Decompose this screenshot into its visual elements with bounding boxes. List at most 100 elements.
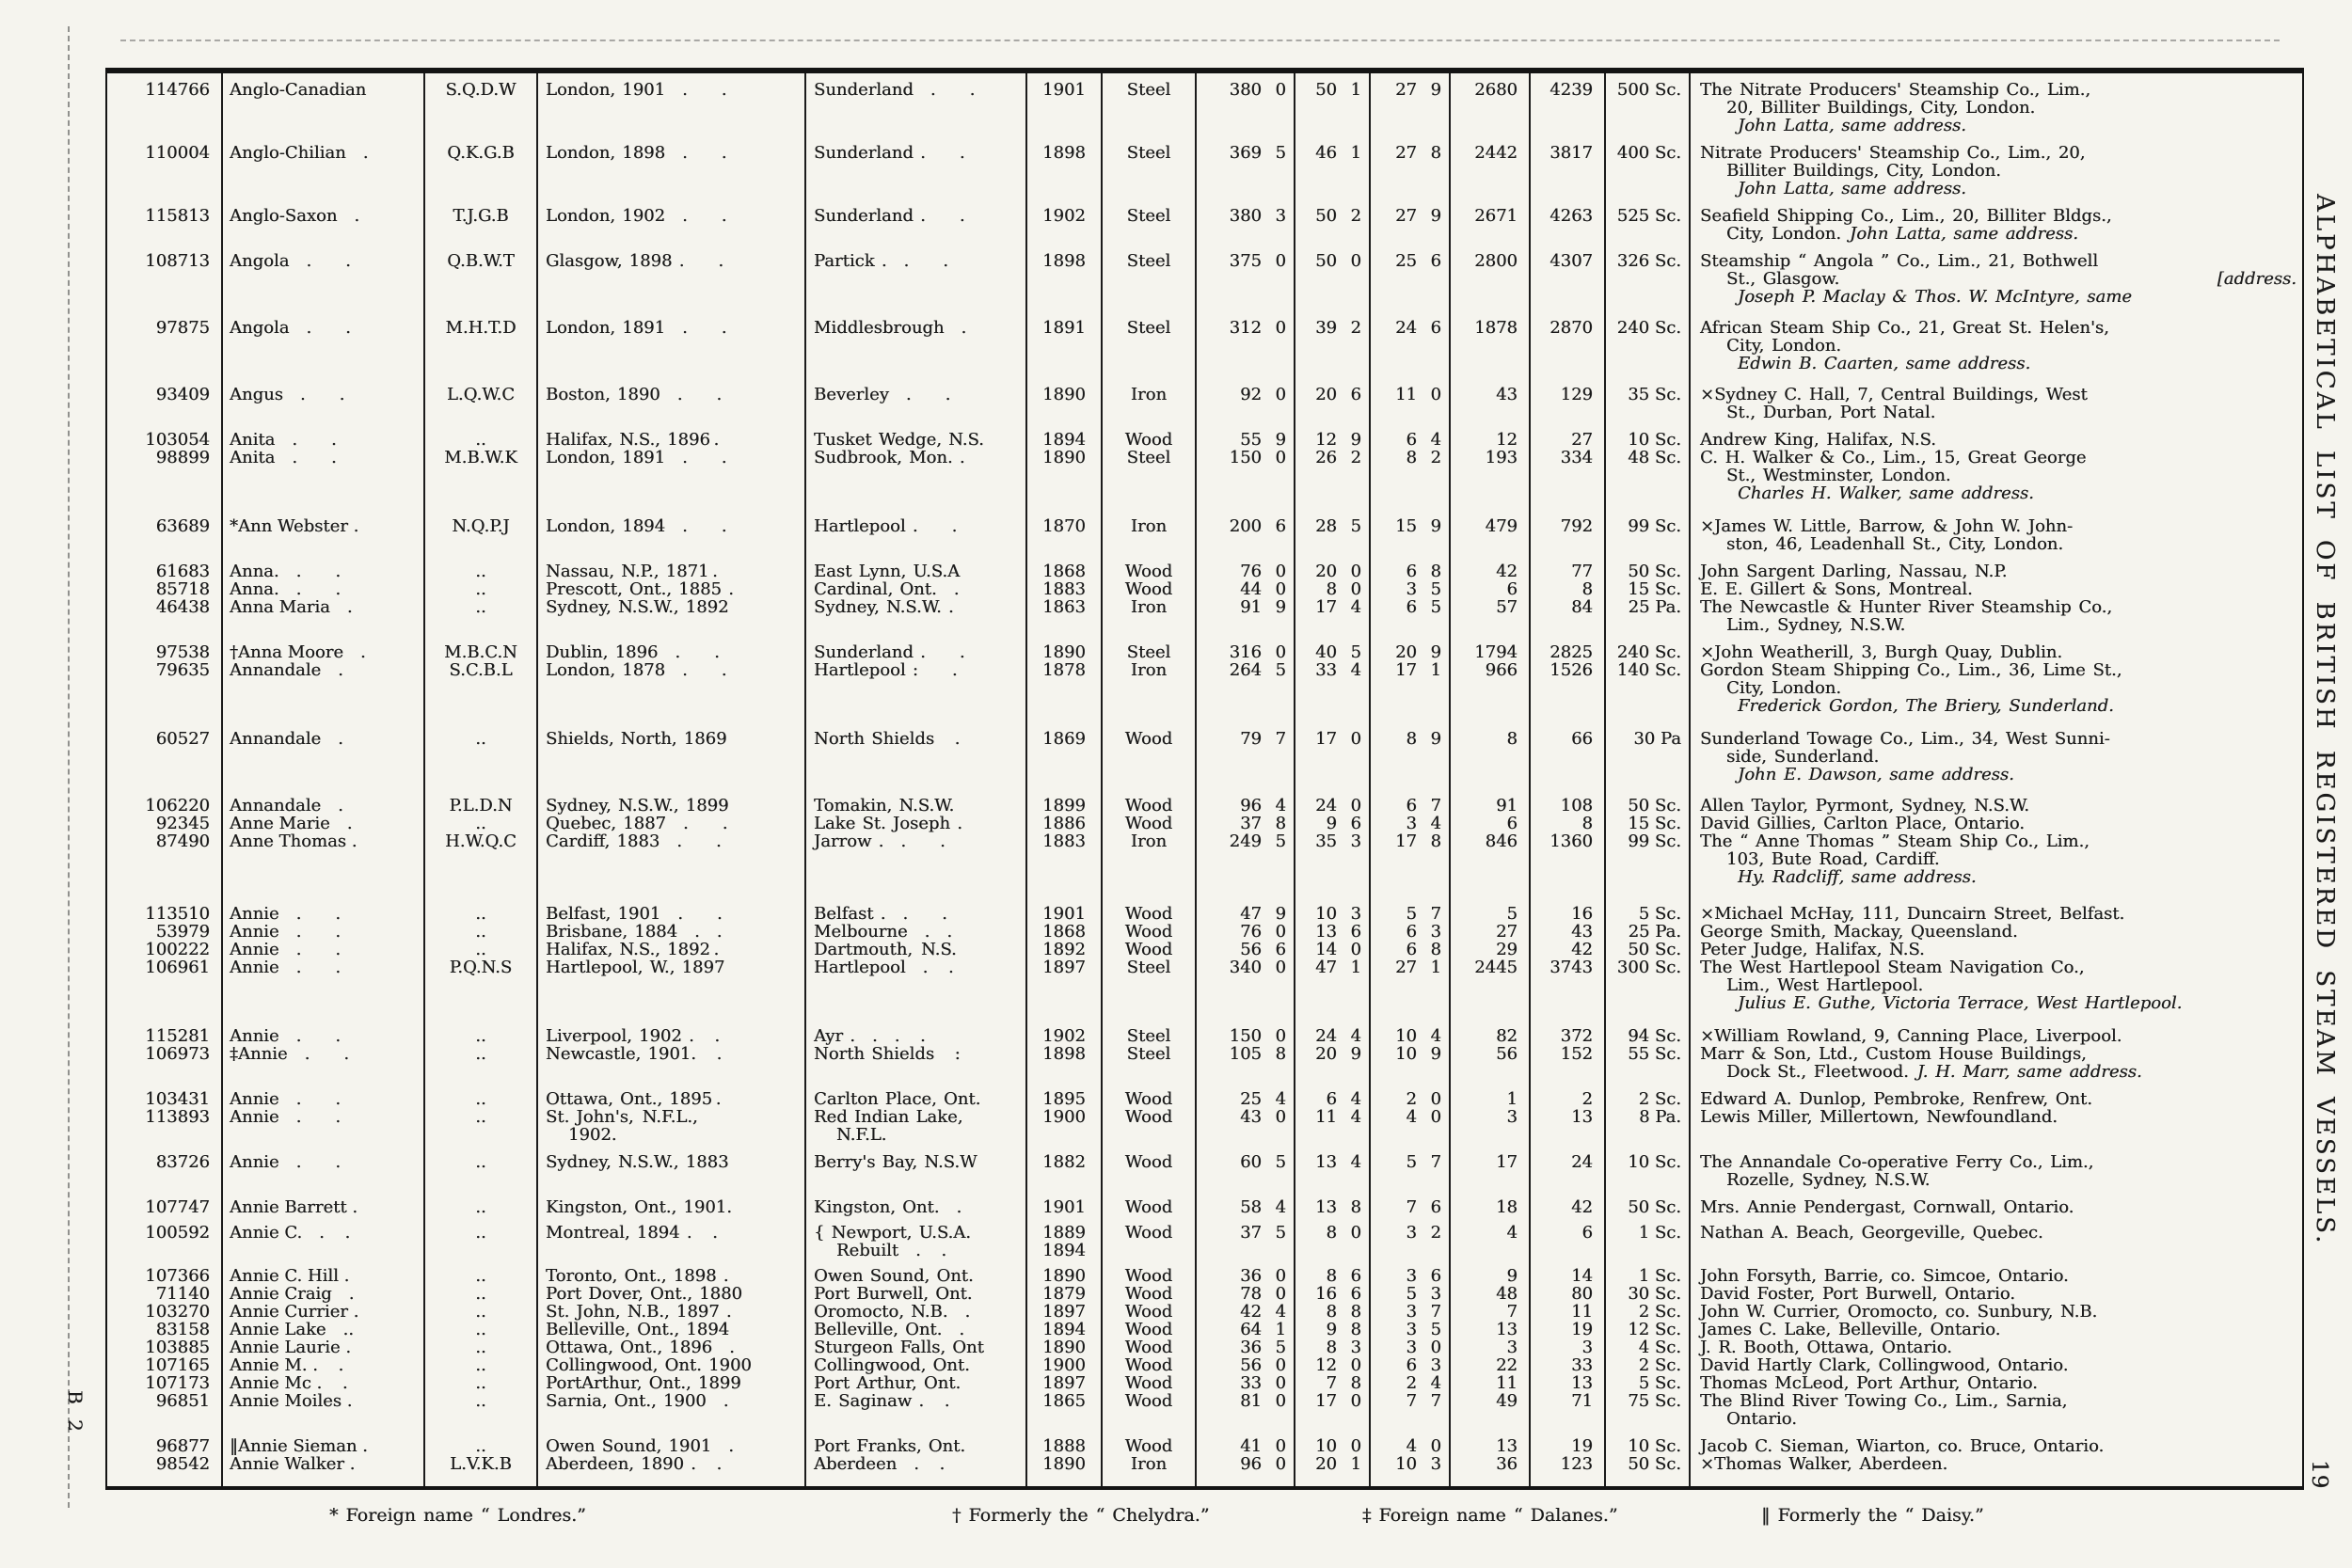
- breadth-cell: 20 0: [1294, 553, 1370, 580]
- gross-tonnage-cell: 372: [1529, 1012, 1605, 1045]
- built-place-cell: Cardinal, Ont. .: [804, 580, 1026, 598]
- owner-line: Billiter Buildings, City, London.: [1726, 161, 2001, 181]
- breadth-cell: 46 1: [1294, 135, 1370, 198]
- official-number-cell: 92345: [155, 814, 210, 833]
- breadth-cell: 17 4: [1294, 598, 1370, 634]
- breadth-cell: 10 0: [1294, 1428, 1370, 1455]
- length-cell: 375 0: [1195, 243, 1295, 306]
- material-cell: Steel: [1101, 1045, 1196, 1081]
- ship-name-cell: Annie . .: [221, 1081, 424, 1108]
- owner-line: John Latta, same address.: [1738, 179, 1966, 198]
- ship-name-cell: Annie Craig .: [221, 1285, 424, 1303]
- material-cell: Steel: [1101, 243, 1196, 306]
- breadth-cell: 12 0: [1294, 1356, 1370, 1374]
- owners-cell: ×Thomas Walker, Aberdeen.: [1689, 1454, 2303, 1488]
- length-cell: 96 0: [1195, 1455, 1295, 1488]
- built-place-cell: Sturgeon Falls, Ont: [804, 1338, 1026, 1356]
- material-cell: Steel: [1101, 306, 1196, 372]
- length-cell: 76 0: [1195, 923, 1295, 941]
- material-cell: Wood: [1101, 1108, 1196, 1144]
- built-place-cell: Hartlepool . .: [804, 958, 1026, 1012]
- official-number-cell: 53979: [155, 922, 210, 942]
- net-tonnage-cell: 1878: [1449, 306, 1530, 372]
- vessel-row: 92345 Anne Marie ... Quebec, 1887 . . Lake …: [106, 815, 2303, 832]
- registry-cell: Liverpool, 1902 . .: [536, 1012, 805, 1045]
- code-letters-cell: ..: [423, 1321, 537, 1338]
- owner-line: Julius E. Guthe, Victoria Terrace, West …: [1738, 993, 2183, 1013]
- net-tonnage-cell: 4: [1449, 1216, 1530, 1259]
- material-cell: Steel: [1101, 135, 1196, 198]
- built-year-cell: 1900: [1025, 1356, 1102, 1374]
- breadth-cell: 35 3: [1294, 832, 1370, 886]
- gross-tonnage-cell: 3: [1529, 1338, 1605, 1356]
- owners-cell: ×James W. Little, Barrow, & John W. John…: [1689, 502, 2303, 553]
- owner-line: Lim., Sydney, N.S.W.: [1726, 615, 1906, 635]
- official-number-cell: 83726: [155, 1152, 210, 1172]
- official-number-cell: 103054: [145, 430, 210, 450]
- ship-name-cell: †Anna Moore .: [221, 634, 424, 661]
- material-cell: Wood: [1101, 886, 1196, 923]
- code-letters-cell: M.H.T.D: [423, 306, 537, 372]
- vessel-register-table: 114766 Anglo-Canadian S.Q.D.W London, 1901 …: [105, 68, 2304, 1490]
- material-cell: Steel: [1101, 958, 1196, 1012]
- owner-line: St., Westminster, London.: [1726, 466, 1951, 485]
- ship-name-cell: ‖Annie Sieman .: [221, 1428, 424, 1455]
- length-cell: 150 0: [1195, 449, 1295, 502]
- registry-cell: St. John, N.B., 1897 .: [536, 1303, 805, 1321]
- gross-tonnage-cell: 13: [1529, 1374, 1605, 1392]
- horsepower-cell: 10 Sc.: [1604, 421, 1690, 449]
- breadth-cell: 50 2: [1294, 198, 1370, 243]
- net-tonnage-cell: 56: [1449, 1045, 1530, 1081]
- gross-tonnage-cell: 8: [1529, 580, 1605, 598]
- owner-line: 20, Billiter Buildings, City, London.: [1726, 98, 2036, 118]
- built-year-cell: 1898: [1025, 135, 1102, 198]
- built-year-cell: 1892: [1025, 941, 1102, 958]
- built-year-cell: 1869: [1025, 715, 1102, 784]
- length-cell: 47 9: [1195, 886, 1295, 923]
- gross-tonnage-cell: 66: [1529, 715, 1605, 784]
- ship-name-cell: Anglo-Saxon .: [221, 198, 424, 243]
- length-cell: 79 7: [1195, 715, 1295, 784]
- owners-cell: Gordon Steam Shipping Co., Lim., 36, Lim…: [1689, 661, 2303, 715]
- owner-line: John Forsyth, Barrie, co. Simcoe, Ontari…: [1700, 1266, 2069, 1286]
- net-tonnage-cell: 43: [1449, 372, 1530, 421]
- material-cell: Iron: [1101, 1455, 1196, 1488]
- length-cell: 96 4: [1195, 784, 1295, 815]
- registry-cell: London, 1898 . .: [536, 135, 805, 198]
- owner-line: Nathan A. Beach, Georgeville, Quebec.: [1700, 1223, 2043, 1243]
- registry-cell: Kingston, Ont., 1901.: [536, 1189, 805, 1216]
- gross-tonnage-cell: 2: [1529, 1081, 1605, 1108]
- horsepower-cell: 326 Sc.: [1604, 243, 1690, 306]
- code-letters-cell: ..: [423, 1392, 537, 1428]
- owner-line: Thomas McLeod, Port Arthur, Ontario.: [1700, 1373, 2038, 1393]
- breadth-cell: 17 0: [1294, 1392, 1370, 1428]
- net-tonnage-cell: 22: [1449, 1356, 1530, 1374]
- breadth-cell: 11 4: [1294, 1108, 1370, 1144]
- page-number: 19: [2307, 1460, 2331, 1490]
- horsepower-cell: 4 Sc.: [1604, 1338, 1690, 1356]
- material-cell: Steel: [1101, 198, 1196, 243]
- length-cell: 56 6: [1195, 941, 1295, 958]
- length-cell: 25 4: [1195, 1081, 1295, 1108]
- owner-line: ×Thomas Walker, Aberdeen.: [1700, 1454, 1948, 1474]
- built-place-cell: Owen Sound, Ont.: [804, 1259, 1026, 1285]
- code-letters-cell: ..: [423, 941, 537, 958]
- built-year-cell: 1868: [1025, 553, 1102, 580]
- code-letters-cell: N.Q.P.J: [423, 502, 537, 553]
- horsepower-cell: 94 Sc.: [1604, 1012, 1690, 1045]
- built-year-cell: 1870: [1025, 502, 1102, 553]
- vessel-row: 100592 Annie C. . ... Montreal, 1894 . .{ …: [106, 1216, 2303, 1259]
- length-cell: 150 0: [1195, 1012, 1295, 1045]
- vessel-row: 83158 Annie Lake .... Belleville, Ont., 18…: [106, 1321, 2303, 1338]
- vessel-row: 103054 Anita . ... Halifax, N.S., 1896 . Tu…: [106, 421, 2303, 449]
- material-cell: Wood: [1101, 784, 1196, 815]
- gross-tonnage-cell: 33: [1529, 1356, 1605, 1374]
- length-cell: 369 5: [1195, 135, 1295, 198]
- code-letters-cell: ..: [423, 1012, 537, 1045]
- length-cell: 312 0: [1195, 306, 1295, 372]
- net-tonnage-cell: 17: [1449, 1144, 1530, 1189]
